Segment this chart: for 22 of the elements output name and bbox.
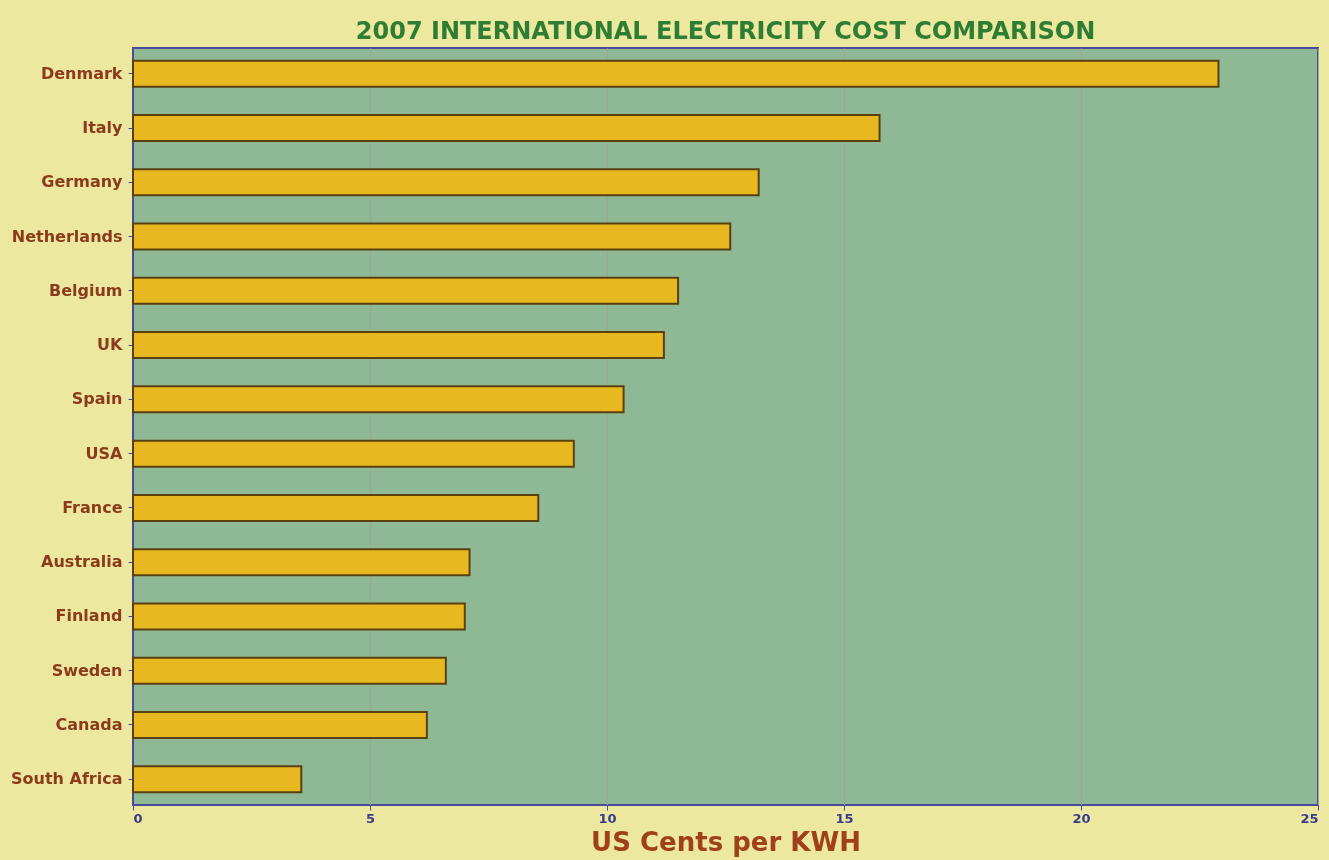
x-tick-label: 5 (365, 810, 376, 826)
y-tick-label: Sweden (51, 660, 123, 680)
y-tick-label: Australia (41, 552, 123, 572)
y-tick-label: Denmark (40, 63, 123, 83)
y-tick-label: Italy (82, 118, 124, 138)
y-tick-label: USA (85, 443, 124, 463)
y-tick-label: Spain (71, 389, 123, 409)
y-tick-label: Netherlands (11, 226, 123, 246)
x-tick-label: 20 (1072, 810, 1091, 826)
y-tick-label: Germany (41, 172, 124, 192)
y-tick-label: Finland (55, 606, 123, 626)
x-axis-title: US Cents per KWH (591, 826, 861, 857)
chart-title: 2007 INTERNATIONAL ELECTRICITY COST COMPARISON (355, 17, 1096, 45)
y-tick-label: Canada (55, 714, 123, 734)
x-tick-label: 15 (835, 810, 854, 826)
y-tick-label: UK (97, 335, 124, 355)
x-tick-label: 0 (133, 810, 143, 826)
x-tick-label: 10 (598, 810, 617, 826)
y-tick-label: France (62, 497, 123, 517)
y-tick-label: Belgium (48, 280, 123, 300)
y-tick-label: South Africa (10, 769, 123, 789)
x-tick-label: 25 (1300, 810, 1319, 826)
